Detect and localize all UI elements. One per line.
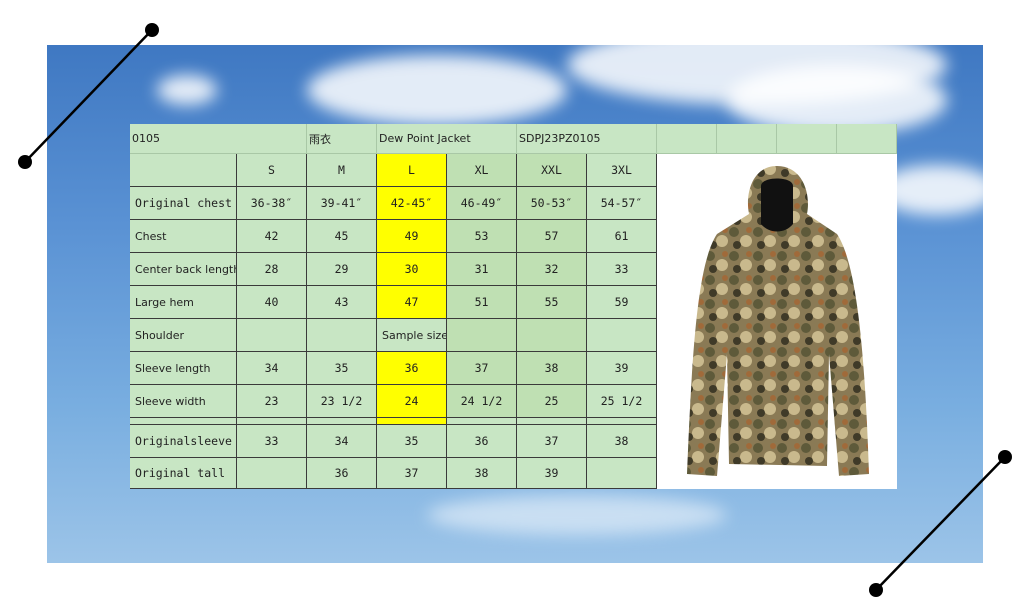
table-cell: [517, 319, 587, 352]
table-cell: 33: [237, 425, 307, 458]
row-label: Sleeve width: [130, 385, 237, 418]
table-cell: 25: [517, 385, 587, 418]
jacket-image: [657, 154, 897, 489]
table-cell: [587, 319, 657, 352]
table-cell: 36: [377, 352, 447, 385]
table-cell: 39: [517, 458, 587, 489]
table-cell: 39: [587, 352, 657, 385]
table-cell: 61: [587, 220, 657, 253]
size-header: S: [237, 154, 307, 187]
table-cell: 57: [517, 220, 587, 253]
row-label: Original chest: [130, 187, 237, 220]
table-cell: 40: [237, 286, 307, 319]
table-cell: 37: [517, 425, 587, 458]
table-cell: 28: [237, 253, 307, 286]
header-product: Dew Point Jacket: [377, 124, 517, 154]
table-cell: 38: [587, 425, 657, 458]
table-cell: 32: [517, 253, 587, 286]
table-cell: 51: [447, 286, 517, 319]
spacer-row: [377, 418, 447, 425]
table-cell: 38: [447, 458, 517, 489]
table-cell: 25 1/2: [587, 385, 657, 418]
table-cell: 49: [377, 220, 447, 253]
table-cell: 59: [587, 286, 657, 319]
size-header: XXL: [517, 154, 587, 187]
table-cell: 35: [377, 425, 447, 458]
spacer-row: [307, 418, 377, 425]
table-cell: [307, 319, 377, 352]
table-cell: 34: [307, 425, 377, 458]
table-cell: 39-41″: [307, 187, 377, 220]
row-label: Center back length: [130, 253, 237, 286]
size-header: L: [377, 154, 447, 187]
spacer-row: [237, 418, 307, 425]
table-cell: 54-57″: [587, 187, 657, 220]
row-label: Sleeve length: [130, 352, 237, 385]
size-header: XL: [447, 154, 517, 187]
spacer-row: [587, 418, 657, 425]
header-name: 雨衣: [307, 124, 377, 154]
table-cell: [237, 319, 307, 352]
row-label: Large hem: [130, 286, 237, 319]
table-cell: 53: [447, 220, 517, 253]
row-label: Chest: [130, 220, 237, 253]
table-cell: 45: [307, 220, 377, 253]
table-cell: Sample size: [377, 319, 447, 352]
table-cell: 55: [517, 286, 587, 319]
table-cell: 30: [377, 253, 447, 286]
table-cell: 38: [517, 352, 587, 385]
table-cell: 36: [307, 458, 377, 489]
spacer-row: [517, 418, 587, 425]
table-cell: [237, 458, 307, 489]
table-cell: 43: [307, 286, 377, 319]
table-cell: 24: [377, 385, 447, 418]
header-empty: [777, 124, 837, 154]
table-cell: 42-45″: [377, 187, 447, 220]
table-cell: 29: [307, 253, 377, 286]
table-cell: 47: [377, 286, 447, 319]
table-cell: 50-53″: [517, 187, 587, 220]
header-code: 0105: [130, 124, 307, 154]
row-label: Originalsleeve: [130, 425, 237, 458]
table-cell: 34: [237, 352, 307, 385]
table-cell: 23: [237, 385, 307, 418]
table-cell: [447, 319, 517, 352]
table-cell: 42: [237, 220, 307, 253]
row-label: Original tall: [130, 458, 237, 489]
size-header: 3XL: [587, 154, 657, 187]
table-cell: 23 1/2: [307, 385, 377, 418]
header-empty: [657, 124, 717, 154]
table-cell: 31: [447, 253, 517, 286]
table-cell: 35: [307, 352, 377, 385]
table-cell: 37: [377, 458, 447, 489]
table-cell: 37: [447, 352, 517, 385]
corner-cell: [130, 154, 237, 187]
header-sku: SDPJ23PZ0105: [517, 124, 657, 154]
row-label: Shoulder: [130, 319, 237, 352]
table-cell: 33: [587, 253, 657, 286]
table-cell: 46-49″: [447, 187, 517, 220]
size-header: M: [307, 154, 377, 187]
header-empty: [837, 124, 897, 154]
spacer-row: [447, 418, 517, 425]
header-empty: [717, 124, 777, 154]
table-cell: 36: [447, 425, 517, 458]
table-cell: 24 1/2: [447, 385, 517, 418]
spacer-row: [130, 418, 237, 425]
table-cell: 36-38″: [237, 187, 307, 220]
table-cell: [587, 458, 657, 489]
